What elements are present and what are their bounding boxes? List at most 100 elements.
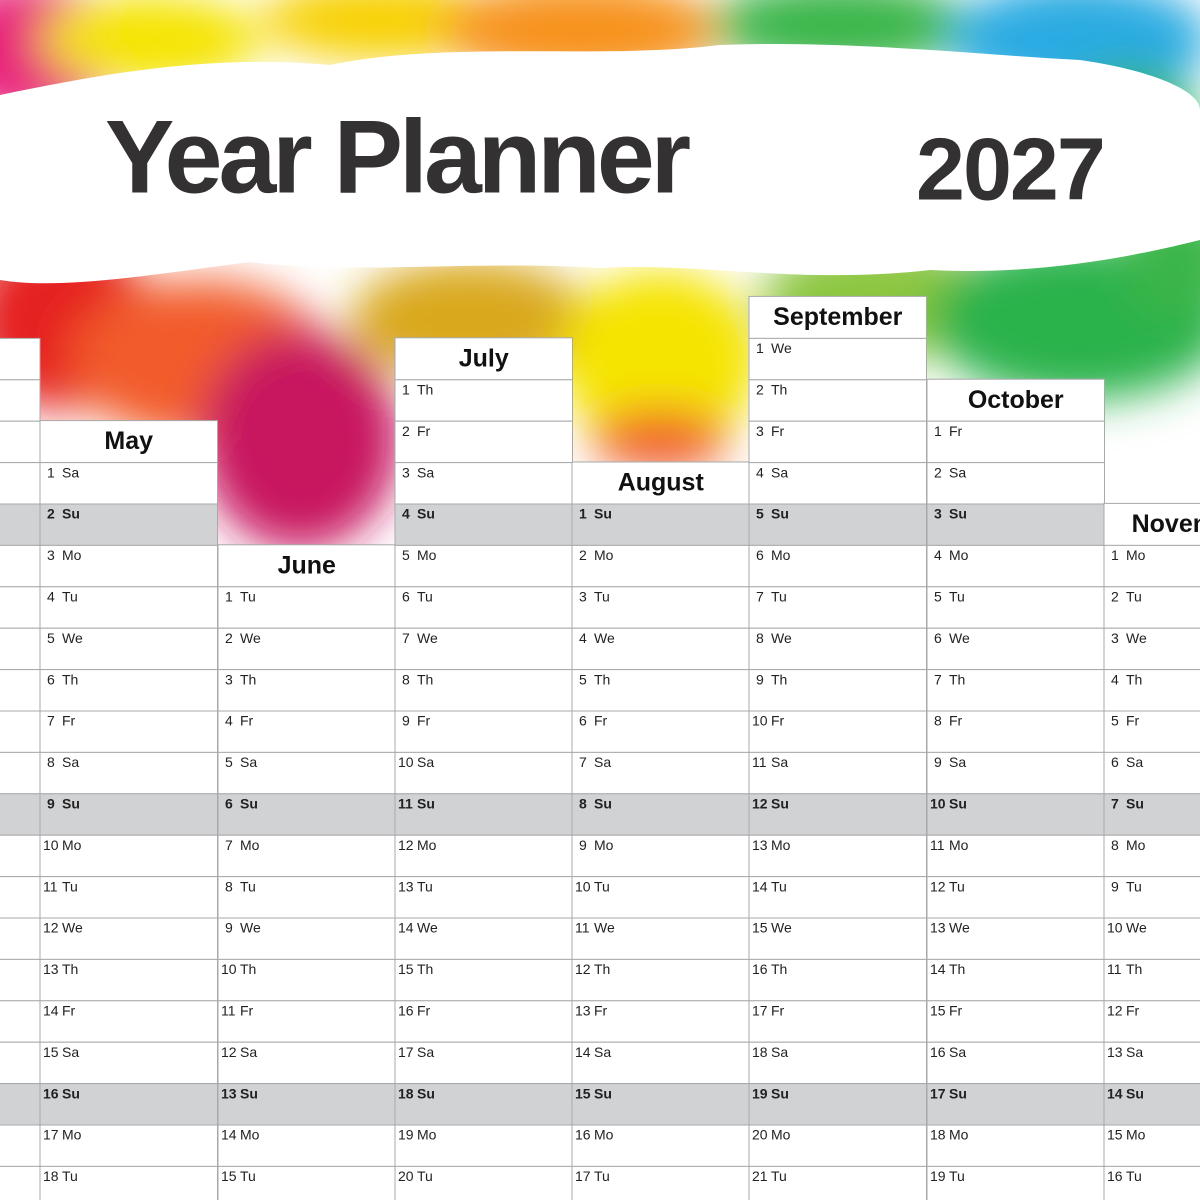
day-number: 18 — [43, 1168, 59, 1184]
day-weekday: Tu — [417, 878, 433, 894]
day-number: 13 — [575, 1003, 591, 1019]
day-number: 1 — [402, 382, 410, 398]
day-weekday: Su — [594, 796, 612, 812]
day-cell — [748, 1165, 927, 1200]
partial-day-cell — [0, 586, 41, 629]
day-cell — [926, 1124, 1105, 1167]
day-weekday: Sa — [1126, 754, 1143, 770]
day-weekday: Mo — [771, 837, 791, 853]
day-cell — [39, 1000, 218, 1043]
day-weekday: Fr — [1126, 713, 1140, 729]
day-number: 13 — [930, 920, 946, 936]
day-weekday: Mo — [417, 837, 437, 853]
day-weekday: Tu — [62, 878, 78, 894]
day-number: 7 — [1111, 796, 1119, 812]
day-weekday: Sa — [240, 754, 257, 770]
partial-day-cell — [0, 544, 41, 588]
day-weekday: We — [771, 630, 792, 646]
day-number: 15 — [930, 1003, 946, 1019]
day-number: 12 — [398, 837, 414, 853]
day-weekday: Sa — [62, 1044, 79, 1060]
day-number: 2 — [1111, 589, 1119, 605]
day-cell — [394, 1041, 573, 1085]
day-cell — [39, 503, 218, 546]
day-cell — [39, 586, 218, 629]
day-number: 17 — [752, 1003, 768, 1019]
partial-day-cell — [0, 669, 41, 712]
day-weekday: Su — [1126, 1085, 1144, 1101]
day-number: 12 — [1107, 1003, 1123, 1019]
day-weekday: We — [771, 920, 792, 936]
day-cell — [217, 834, 396, 878]
day-weekday: Su — [240, 796, 258, 812]
day-weekday: Mo — [594, 1127, 614, 1143]
day-number: 14 — [930, 961, 946, 977]
day-cell — [571, 1124, 750, 1167]
day-number: 15 — [752, 920, 768, 936]
month-header — [1103, 502, 1200, 546]
day-weekday: Su — [1126, 796, 1144, 812]
day-cell — [1103, 1165, 1200, 1200]
day-cell — [748, 462, 927, 505]
day-number: 19 — [930, 1168, 946, 1184]
day-weekday: Fr — [949, 1003, 963, 1019]
day-weekday: Fr — [417, 1003, 431, 1019]
day-number: 12 — [43, 920, 59, 936]
day-cell — [748, 337, 927, 381]
day-number: 17 — [930, 1085, 946, 1101]
day-cell — [394, 503, 573, 546]
day-weekday: Fr — [62, 1003, 76, 1019]
day-cell — [571, 710, 750, 753]
day-cell — [748, 1041, 927, 1085]
day-number: 3 — [225, 671, 233, 687]
day-cell — [571, 503, 750, 546]
partial-day-cell — [0, 462, 41, 505]
day-weekday: Sa — [949, 464, 966, 480]
day-number: 9 — [756, 671, 764, 687]
day-weekday: Sa — [949, 754, 966, 770]
day-weekday: Mo — [62, 1127, 82, 1143]
partial-day-cell — [0, 1000, 41, 1043]
partial-day-cell — [0, 1041, 41, 1085]
day-cell — [748, 544, 927, 588]
day-weekday: Su — [949, 796, 967, 812]
day-weekday: Su — [240, 1085, 258, 1101]
day-number: 5 — [756, 506, 764, 522]
month-name: September — [773, 303, 902, 331]
day-number: 5 — [579, 671, 587, 687]
day-cell — [394, 1165, 573, 1200]
day-weekday: Su — [417, 796, 435, 812]
day-number: 3 — [934, 506, 942, 522]
day-number: 2 — [579, 547, 587, 563]
day-cell — [217, 1083, 396, 1126]
day-weekday: Su — [417, 506, 435, 522]
day-weekday: Mo — [594, 547, 614, 563]
day-weekday: We — [417, 920, 438, 936]
title-band — [0, 43, 1200, 284]
day-cell — [926, 420, 1105, 464]
day-weekday: Fr — [594, 1003, 608, 1019]
day-number: 4 — [934, 547, 942, 563]
day-cell — [39, 958, 218, 1002]
day-number: 10 — [1107, 920, 1123, 936]
day-number: 6 — [402, 589, 410, 605]
day-weekday: Sa — [62, 464, 79, 480]
day-weekday: Sa — [417, 754, 434, 770]
day-weekday: Sa — [594, 754, 611, 770]
day-number: 15 — [43, 1044, 59, 1060]
day-weekday: Su — [594, 1085, 612, 1101]
day-number: 9 — [225, 920, 233, 936]
day-weekday: We — [594, 920, 615, 936]
day-cell — [748, 958, 927, 1002]
day-number: 4 — [402, 506, 410, 522]
day-weekday: Sa — [771, 1044, 788, 1060]
day-weekday: Su — [62, 1085, 80, 1101]
day-weekday: Th — [240, 671, 256, 687]
day-weekday: Th — [1126, 671, 1142, 687]
day-cell — [217, 751, 396, 795]
day-number: 7 — [579, 754, 587, 770]
day-cell — [217, 1041, 396, 1085]
